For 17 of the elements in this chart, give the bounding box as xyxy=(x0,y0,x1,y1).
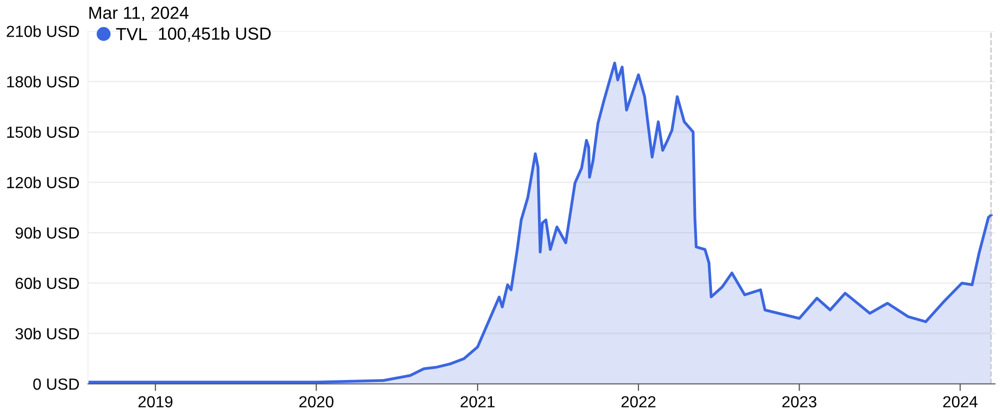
y-tick-label: 0 USD xyxy=(33,378,79,390)
y-tick-label: 150b USD xyxy=(7,126,79,138)
x-tick-label: 2020 xyxy=(299,396,334,408)
y-tick-label: 90b USD xyxy=(16,226,79,239)
legend-label: TVL xyxy=(116,28,148,40)
x-tick-label: 2023 xyxy=(782,396,816,408)
y-tick-label: 120b USD xyxy=(7,176,79,188)
x-tick-label: 2019 xyxy=(138,396,172,408)
text: Mar 11, 2024 xyxy=(89,6,189,22)
x-tick-label: 2021 xyxy=(460,396,495,408)
y-tick-label: 180b USD xyxy=(7,76,79,88)
annotation: 100,451b USD xyxy=(158,27,271,42)
y-tick-label: 30b USD xyxy=(15,328,79,340)
x-tick-label: 2022 xyxy=(622,396,656,408)
x-tick-label: 2024 xyxy=(943,396,978,408)
y-tick-label: 60b USD xyxy=(16,277,79,290)
y-tick-label: 210b USD xyxy=(6,25,79,38)
